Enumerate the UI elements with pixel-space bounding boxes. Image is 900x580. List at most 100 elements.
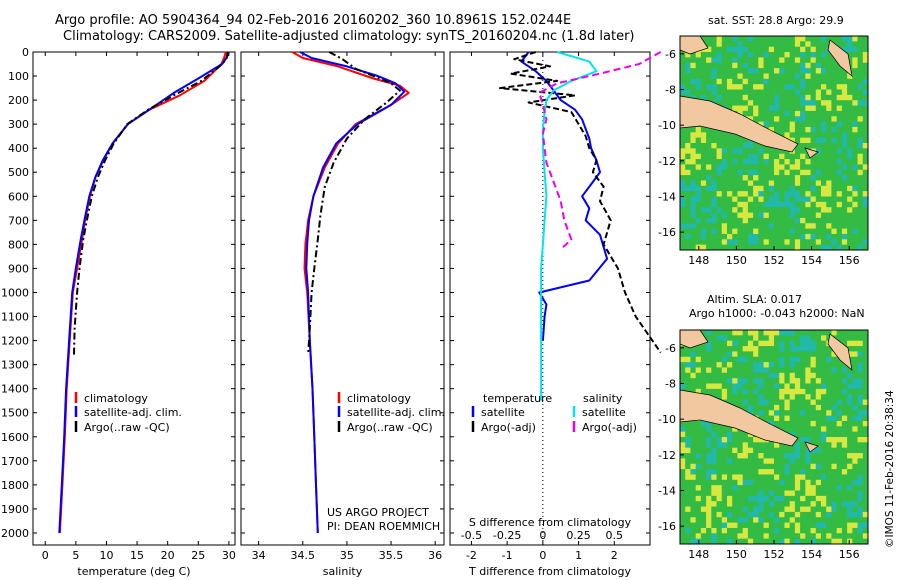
map-lat-label: -10 <box>658 119 676 132</box>
map-pixel <box>763 217 770 224</box>
map-pixel <box>716 453 723 459</box>
map-pixel <box>857 132 864 139</box>
map-pixel <box>774 538 780 545</box>
map-pixel <box>758 415 764 422</box>
map-lon-label: 148 <box>688 548 709 561</box>
legend-label-t-sat: satellite <box>481 406 525 419</box>
map-pixel <box>732 228 738 235</box>
map-pixel <box>826 185 832 192</box>
map-pixel <box>805 447 811 454</box>
map-pixel <box>732 426 738 433</box>
map-pixel <box>727 84 733 90</box>
map-pixel <box>847 372 853 379</box>
map-pixel <box>690 442 697 449</box>
map-pixel <box>742 351 749 358</box>
map-pixel <box>810 351 817 358</box>
map-pixel <box>706 490 712 497</box>
map-pixel <box>680 372 686 379</box>
map-pixel <box>789 100 796 106</box>
map-lon-label: 152 <box>764 254 785 267</box>
map-pixel <box>831 410 838 416</box>
map-pixel <box>821 437 827 443</box>
map-pixel <box>700 437 707 443</box>
map-pixel <box>774 517 780 523</box>
map-pixel <box>821 207 827 213</box>
map-pixel <box>758 506 764 513</box>
map-pixel <box>774 196 780 203</box>
map-pixel <box>779 126 785 133</box>
map-pixel <box>821 121 827 128</box>
map-pixel <box>836 143 843 149</box>
map-pixel <box>758 89 764 96</box>
map-pixel <box>857 68 864 74</box>
map-pixel <box>742 62 749 69</box>
map-pixel <box>695 84 702 90</box>
map-pixel <box>711 527 717 534</box>
map-pixel <box>758 367 764 374</box>
map-pixel <box>768 36 775 42</box>
map-pixel <box>774 169 780 176</box>
map-pixel <box>727 78 733 85</box>
map-pixel <box>857 501 864 507</box>
map-pixel <box>742 490 749 497</box>
map-pixel <box>852 527 858 534</box>
map-pixel <box>711 367 717 374</box>
map-pixel <box>800 68 806 74</box>
map-pixel <box>742 105 749 112</box>
map-pixel <box>763 78 770 85</box>
map-pixel <box>737 201 744 208</box>
map-pixel <box>716 137 723 144</box>
map-pixel <box>680 495 686 502</box>
map-pixel <box>711 191 717 197</box>
map-pixel <box>700 495 707 502</box>
map-pixel <box>794 239 801 246</box>
map-pixel <box>852 437 858 443</box>
map-pixel <box>732 335 738 342</box>
map-pixel <box>810 356 817 363</box>
map-pixel <box>800 356 806 363</box>
map-pixel <box>862 228 869 235</box>
map-pixel <box>805 420 811 427</box>
map-pixel <box>789 191 796 197</box>
map-pixel <box>774 522 780 529</box>
map-pixel <box>727 73 733 80</box>
map-pixel <box>774 78 780 85</box>
map-pixel <box>836 169 843 176</box>
map-pixel <box>716 148 723 155</box>
map-pixel <box>847 94 853 101</box>
map-pixel <box>779 110 785 117</box>
y-tick-label: 1900 <box>1 503 29 516</box>
map-pixel <box>836 159 843 165</box>
map-pixel <box>711 94 717 101</box>
map-pixel <box>779 84 785 90</box>
map-pixel <box>753 469 759 475</box>
map-pixel <box>862 501 869 507</box>
map-pixel <box>857 527 864 534</box>
land-island <box>827 333 853 371</box>
map-pixel <box>821 485 827 491</box>
map-pixel <box>862 351 869 358</box>
map-pixel <box>831 212 838 219</box>
map-pixel <box>821 335 827 342</box>
map-pixel <box>680 137 686 144</box>
map-pixel <box>753 52 759 58</box>
map-pixel <box>700 426 707 433</box>
map-pixel <box>789 159 796 165</box>
map-pixel <box>747 346 754 352</box>
map-pixel <box>721 62 728 69</box>
map-pixel <box>737 207 744 213</box>
map-pixel <box>721 437 728 443</box>
map-pixel <box>700 479 707 486</box>
map-pixel <box>732 362 738 368</box>
map-pixel <box>821 533 827 540</box>
x-axis-title: salinity <box>323 565 363 578</box>
map-pixel <box>841 335 848 342</box>
map-lat-label: -16 <box>658 520 676 533</box>
map-pixel <box>847 78 853 85</box>
map-pixel <box>826 207 832 213</box>
map-pixel <box>784 121 791 128</box>
map-pixel <box>794 404 801 411</box>
map-pixel <box>789 490 796 497</box>
map-pixel <box>784 501 791 507</box>
